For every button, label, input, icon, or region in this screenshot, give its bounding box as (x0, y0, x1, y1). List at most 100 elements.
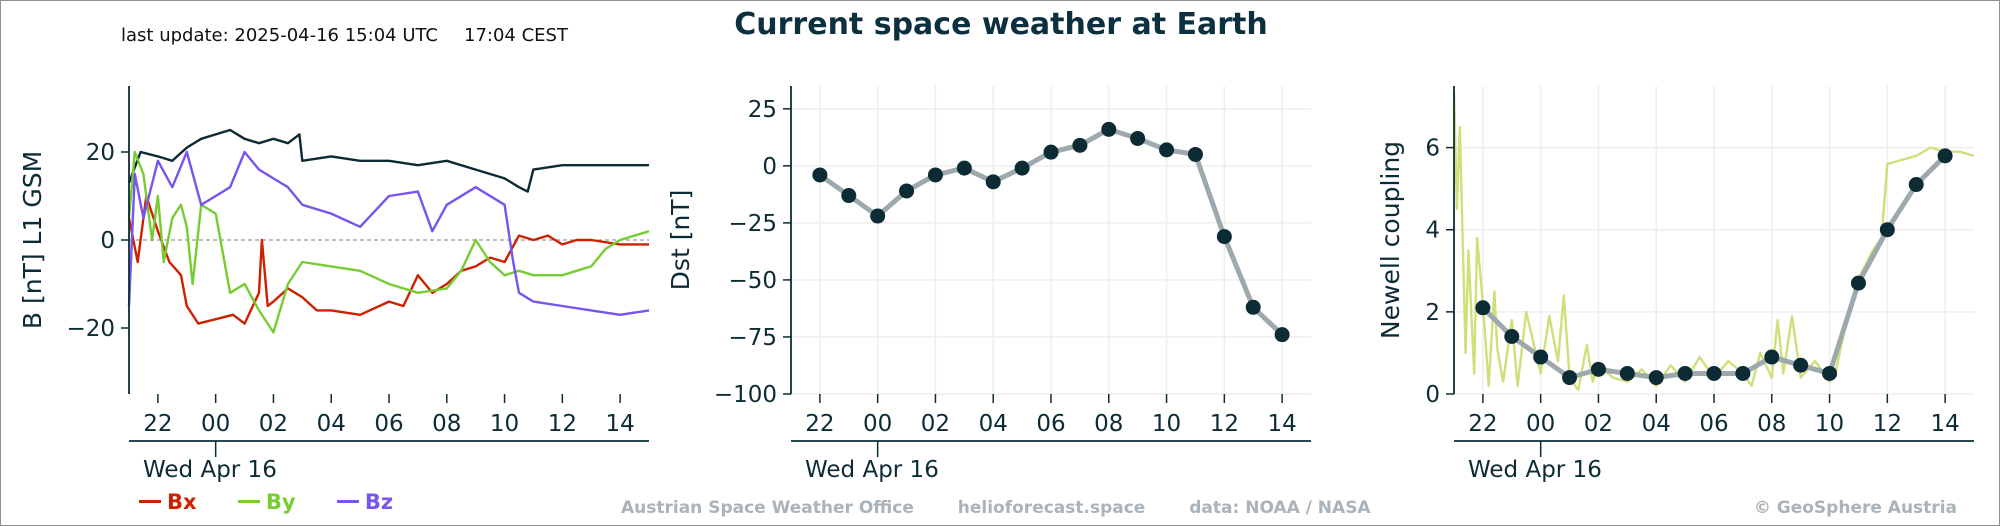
legend-swatch-by (237, 499, 260, 503)
x-tick-label: 14 (605, 411, 634, 437)
x-tick-label: 06 (374, 411, 403, 437)
last-update-text: last update: 2025-04-16 15:04 UTC 17:04 C… (121, 25, 568, 46)
legend-item-bx: Bx (139, 490, 197, 514)
x-tick-label: 10 (490, 411, 519, 437)
x-tick-label: 22 (1468, 411, 1497, 437)
data-point (1475, 300, 1491, 316)
x-tick-label: 04 (979, 411, 1008, 437)
x-tick-label: 08 (432, 411, 461, 437)
data-point (985, 174, 1001, 190)
date-label: Wed Apr 16 (1468, 457, 1602, 483)
x-tick-label: 14 (1930, 411, 1959, 437)
last-update-utc: last update: 2025-04-16 15:04 UTC (121, 25, 439, 46)
data-point (1504, 329, 1520, 345)
footer-data-source: data: NOAA / NASA (1189, 498, 1371, 518)
y-tick-label: 0 (1425, 382, 1440, 408)
data-point (1677, 365, 1693, 381)
data-point (1908, 177, 1924, 193)
data-point (956, 160, 972, 176)
x-tick-label: 00 (1526, 411, 1555, 437)
date-label: Wed Apr 16 (143, 457, 277, 483)
x-tick-label: 06 (1699, 411, 1728, 437)
x-tick-label: 22 (143, 411, 172, 437)
data-point (1245, 299, 1261, 315)
date-label: Wed Apr 16 (805, 457, 939, 483)
footer-credits: Austrian Space Weather Office helioforec… (621, 498, 1409, 518)
data-point (1619, 365, 1635, 381)
y-tick-label: −50 (728, 268, 777, 294)
x-tick-label: 10 (1815, 411, 1844, 437)
data-point (1706, 365, 1722, 381)
y-tick-label: 0 (100, 228, 115, 254)
x-tick-label: 04 (317, 411, 346, 437)
legend-swatch-bz (336, 499, 359, 503)
data-point (1648, 370, 1664, 386)
data-point (1850, 275, 1866, 291)
series-line-bx (127, 194, 649, 325)
series-line-by (127, 150, 650, 334)
data-point (812, 167, 828, 183)
data-point (1590, 361, 1606, 377)
data-point (870, 208, 886, 224)
y-tick-label: −20 (66, 316, 115, 342)
data-point (1937, 148, 1953, 164)
data-point (1159, 142, 1175, 158)
chart-bfield: 22 00 02 04 06 08 10 12 14 Wed Apr 16 20 0 −20 B [nT]… (18, 86, 650, 483)
x-tick-label: 02 (921, 411, 950, 437)
x-tick-label: 02 (259, 411, 288, 437)
x-tick-label: 12 (1873, 411, 1902, 437)
data-point (1533, 349, 1549, 365)
x-tick-label: 06 (1036, 411, 1065, 437)
y-tick-label: 4 (1425, 218, 1440, 244)
chart-dst: 22 00 02 04 06 08 10 12 14 Wed Apr 16 25 0 −25 −50 −75… (666, 86, 1311, 483)
x-tick-label: 08 (1757, 411, 1786, 437)
y-tick-label: 2 (1425, 300, 1440, 326)
data-point (1879, 222, 1895, 238)
data-point (841, 188, 857, 204)
data-point (1793, 357, 1809, 373)
data-point (1187, 146, 1203, 162)
legend-item-bz: Bz (336, 490, 394, 514)
x-tick-label: 10 (1152, 411, 1181, 437)
y-tick-label: 20 (86, 140, 115, 166)
legend-label-by: By (265, 490, 296, 514)
x-tick-label: 12 (1210, 411, 1239, 437)
data-point (1822, 365, 1838, 381)
data-point (1562, 370, 1578, 386)
legend-label-bz: Bz (364, 490, 394, 514)
legend-item-by: By (237, 490, 296, 514)
x-tick-label: 14 (1267, 411, 1296, 437)
data-point (1216, 229, 1232, 245)
data-point (1735, 365, 1751, 381)
legend-swatch-bx (139, 499, 161, 503)
y-tick-label: −25 (728, 211, 777, 237)
last-update-local: 17:04 CEST (464, 25, 568, 46)
data-point (899, 183, 915, 199)
y-tick-label: 6 (1425, 136, 1440, 162)
x-tick-label: 02 (1584, 411, 1613, 437)
y-tick-label: −100 (714, 382, 777, 408)
x-tick-label: 00 (863, 411, 892, 437)
y-axis-label: Dst [nT] (666, 190, 695, 291)
y-axis-label: B [nT] L1 GSM (18, 151, 47, 329)
data-point (1764, 349, 1780, 365)
x-tick-label: 04 (1642, 411, 1671, 437)
data-point (927, 167, 943, 183)
legend: Bx By Bz (139, 490, 427, 514)
page-title: Current space weather at Earth (734, 7, 1268, 42)
data-point (1014, 160, 1030, 176)
footer-office: Austrian Space Weather Office (621, 498, 914, 518)
series-line-bz (127, 150, 650, 316)
y-axis-label: Newell coupling (1376, 141, 1405, 339)
y-tick-label: 25 (748, 97, 777, 123)
footer-copyright: © GeoSphere Austria (1753, 498, 1957, 518)
footer-site: helioforecast.space (957, 498, 1146, 518)
data-point (1274, 327, 1290, 343)
data-point (1101, 121, 1117, 137)
y-tick-label: −75 (728, 325, 777, 351)
x-tick-label: 00 (201, 411, 230, 437)
data-point (1043, 144, 1059, 160)
x-tick-label: 22 (805, 411, 834, 437)
